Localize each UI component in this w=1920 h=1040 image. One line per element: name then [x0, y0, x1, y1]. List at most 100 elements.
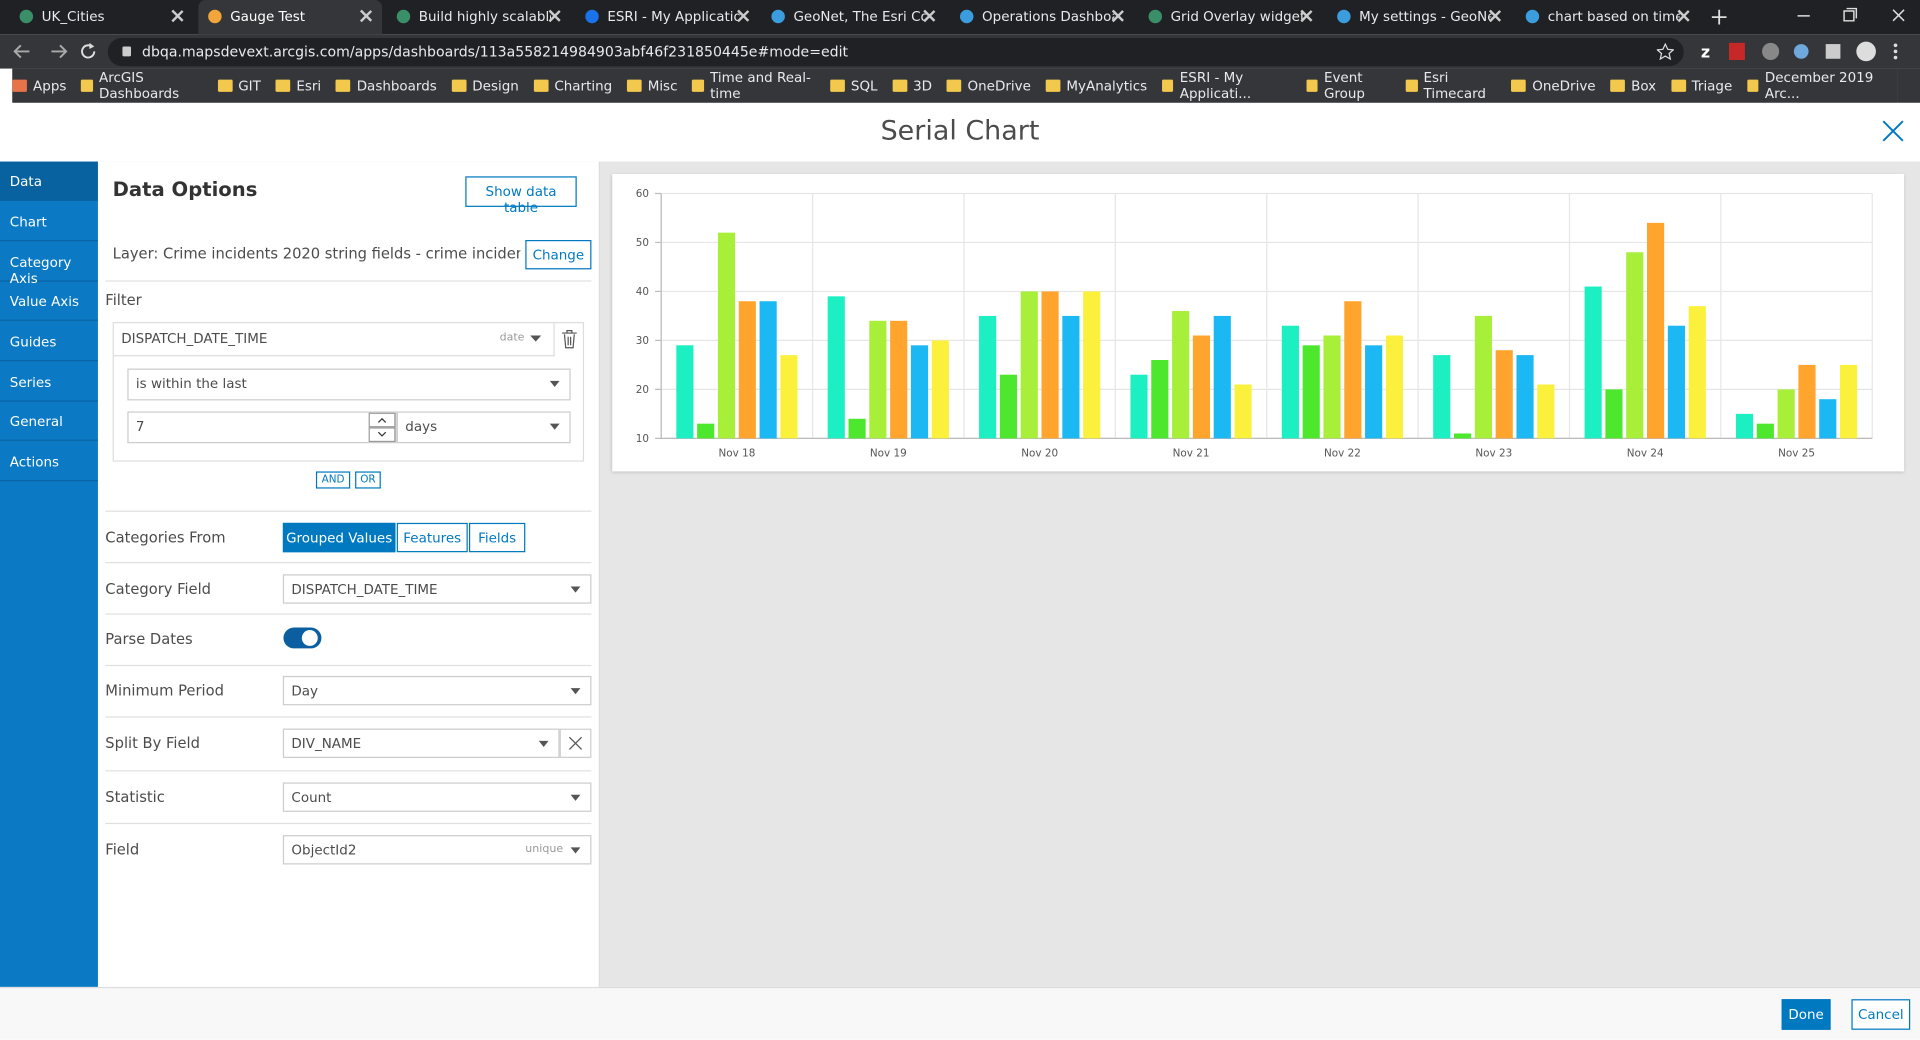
svg-text:z: z: [1701, 43, 1710, 62]
bookmark-icon: [12, 79, 27, 92]
field-label: Categories From: [105, 528, 226, 547]
filter-field-select[interactable]: DISPATCH_DATE_TIME date: [113, 323, 555, 357]
bookmark[interactable]: Design: [451, 78, 519, 94]
nav-item[interactable]: Series: [0, 362, 98, 402]
bookmark[interactable]: Box: [1610, 78, 1656, 94]
x-tick-label: Nov 22: [1324, 448, 1361, 460]
show-data-table-button[interactable]: Show data table: [465, 176, 577, 216]
bookmark[interactable]: Misc: [626, 78, 677, 94]
bookmark[interactable]: Esri: [275, 77, 322, 94]
tab[interactable]: chart based on time/da: [1516, 0, 1700, 34]
amount-input[interactable]: 7: [127, 411, 397, 444]
bookmark[interactable]: Apps: [12, 78, 66, 94]
select[interactable]: Day: [282, 675, 592, 706]
chart-card: 10 20 30 40 50 60 Nov 18 Nov 19 Nov 20 Nov 21 Nov …: [612, 173, 1905, 472]
bookmark[interactable]: Charting: [533, 78, 612, 94]
bookmark-icon: [1746, 79, 1759, 92]
bar: [1062, 315, 1080, 439]
field-label: Category Field: [105, 580, 212, 598]
bookmark[interactable]: ESRI - My Applicati...: [1161, 70, 1292, 102]
bar: [1584, 286, 1602, 439]
close-button[interactable]: [1881, 119, 1905, 143]
nav-buttons[interactable]: [10, 40, 108, 62]
field-label: Split By Field: [105, 734, 200, 752]
bookmarks-more[interactable]: [1897, 68, 1920, 103]
bar: [717, 232, 736, 439]
nav-item[interactable]: Chart: [0, 202, 98, 242]
nav-item[interactable]: Guides: [0, 322, 98, 362]
tab[interactable]: GeoNet, The Esri Comm: [762, 0, 946, 34]
bookmark[interactable]: OneDrive: [1511, 78, 1596, 94]
tab[interactable]: Operations Dashboard: [950, 0, 1134, 34]
bar: [759, 301, 777, 439]
or-button[interactable]: OR: [355, 471, 381, 489]
bookmark[interactable]: ArcGIS Dashboards: [81, 70, 203, 102]
cancel-button[interactable]: Cancel: [1851, 999, 1911, 1030]
option[interactable]: Fields: [468, 522, 526, 553]
bookmark-label: Esri: [296, 77, 322, 94]
bookmark-label: Event Group: [1323, 69, 1365, 102]
bookmark[interactable]: December 2019 Arc...: [1746, 69, 1883, 102]
bar: [1688, 306, 1706, 439]
bookmark[interactable]: OneDrive: [946, 78, 1031, 94]
nav-item[interactable]: Value Axis: [0, 282, 98, 321]
tab[interactable]: Build highly scalable da: [387, 0, 571, 34]
tab[interactable]: Grid Overlay widget—: [1139, 0, 1323, 34]
separator: [105, 613, 592, 615]
omnibox[interactable]: dbqa.mapsdevext.arcgis.com/apps/dashboar…: [107, 37, 1684, 67]
operator-select[interactable]: is within the last: [127, 368, 571, 401]
unit-select[interactable]: days: [396, 411, 571, 444]
tab[interactable]: UK_Cities: [10, 0, 194, 34]
bar: [1777, 389, 1795, 439]
separator: [105, 664, 592, 667]
window-controls[interactable]: [1788, 5, 1910, 27]
new-tab[interactable]: [1709, 7, 1729, 27]
bookmark[interactable]: Dashboards: [335, 78, 437, 94]
y-tick-label: 40: [636, 286, 649, 298]
select[interactable]: DISPATCH_DATE_TIME: [282, 574, 592, 604]
bar: [1798, 364, 1816, 439]
bookmark[interactable]: 3D: [892, 78, 932, 94]
bookmark-icon: [1405, 79, 1418, 92]
select[interactable]: ObjectId2: [282, 835, 592, 865]
bookmark[interactable]: MyAnalytics: [1045, 78, 1147, 94]
and-button[interactable]: AND: [315, 471, 351, 489]
nav-item[interactable]: Actions: [0, 442, 98, 482]
nav-item[interactable]: Data: [0, 161, 98, 201]
done-button[interactable]: Done: [1781, 999, 1831, 1030]
toggle[interactable]: [283, 626, 322, 650]
bookmark-label: December 2019 Arc...: [1764, 69, 1874, 102]
bookmark[interactable]: GIT: [217, 78, 261, 94]
select[interactable]: DIV_NAME: [282, 728, 560, 758]
bookmark[interactable]: SQL: [830, 78, 878, 94]
extensions[interactable]: z: [1697, 40, 1905, 62]
tab-active[interactable]: Gauge Test: [198, 0, 383, 35]
bar: [1647, 222, 1665, 439]
separator: [105, 822, 592, 825]
bookmark[interactable]: Event Group: [1306, 70, 1391, 102]
delete-filter[interactable]: [561, 329, 578, 349]
bar: [1323, 335, 1341, 439]
separator: [105, 562, 592, 564]
bookmark[interactable]: Time and Real-time: [692, 70, 815, 102]
bar: [1516, 355, 1534, 439]
change-button[interactable]: Change: [525, 240, 592, 270]
option-selected[interactable]: Grouped Values: [282, 522, 396, 553]
preview-area: 10 20 30 40 50 60 Nov 18 Nov 19 Nov 20 Nov 21 Nov …: [600, 161, 1920, 987]
dialog-footer: Done Cancel: [0, 986, 1920, 1040]
nav-item[interactable]: General: [0, 402, 98, 441]
tab[interactable]: My settings - GeoNet, T: [1327, 0, 1511, 34]
tab[interactable]: ESRI - My Applications: [576, 0, 760, 34]
filter-box: DISPATCH_DATE_TIME date is within the la…: [112, 322, 585, 462]
bar: [1840, 364, 1858, 439]
nav-item[interactable]: Category Axis: [0, 242, 98, 287]
clear-split[interactable]: [559, 728, 592, 758]
bookmark[interactable]: Triage: [1670, 78, 1732, 94]
bookmark-icon: [533, 79, 549, 92]
select[interactable]: Count: [282, 782, 592, 812]
star[interactable]: [1656, 42, 1674, 61]
separator: [105, 716, 592, 718]
bookmark[interactable]: Esri Timecard: [1405, 70, 1497, 102]
bookmark-icon: [275, 79, 291, 92]
option[interactable]: Features: [396, 522, 468, 553]
